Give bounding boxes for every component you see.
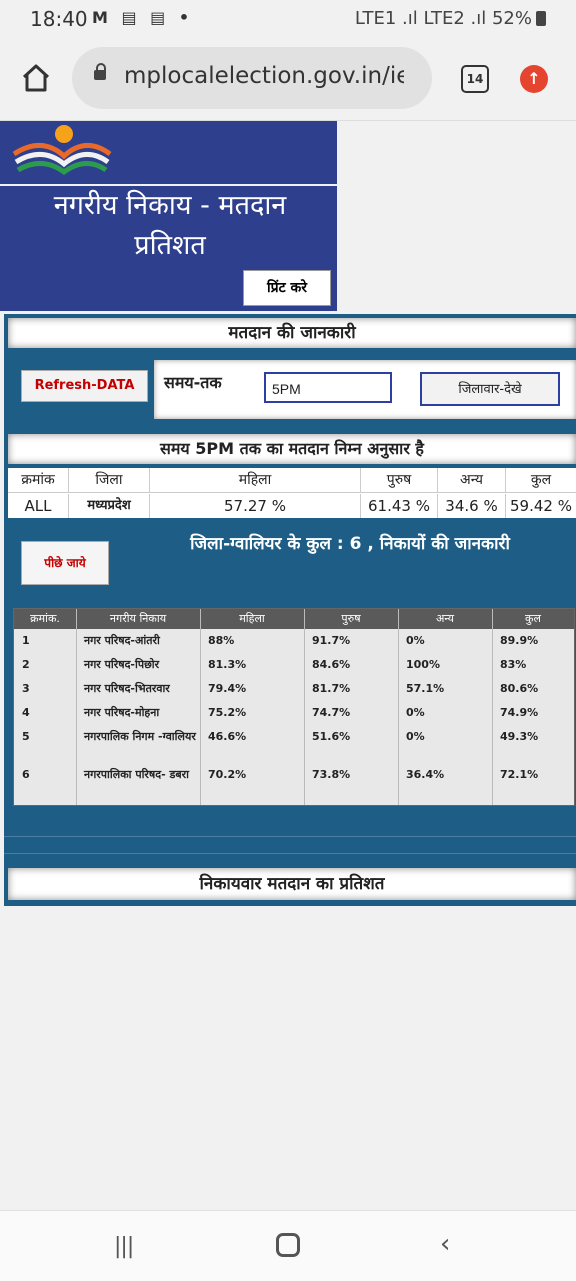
table-cell: 89.9%	[500, 634, 539, 647]
table-cell: 73.8%	[312, 768, 351, 781]
election-logo	[12, 125, 112, 176]
table-cell: नगर परिषद-भितरवार	[84, 682, 170, 695]
url-text[interactable]: mplocalelection.gov.in/ier	[124, 63, 404, 89]
section-title-body: निकायवार मतदान का प्रतिशत	[8, 868, 576, 900]
status-bar	[0, 0, 576, 38]
back-button[interactable]: पीछे जाये	[21, 541, 109, 585]
summary-header-cell: क्रमांक	[8, 468, 69, 492]
header-divider	[0, 184, 337, 186]
table-cell: 57.1%	[406, 682, 445, 695]
summary-header-cell: जिला	[69, 468, 150, 492]
summary-header-cell: कुल	[530, 472, 552, 488]
time-input[interactable]: 5PM	[264, 372, 392, 403]
summary-cell: 34.6 %	[438, 494, 506, 518]
summary-cell: 57.27 %	[150, 494, 361, 518]
table-cell: 72.1%	[500, 768, 539, 781]
table-cell: 81.3%	[208, 658, 247, 671]
table-cell: 6	[22, 768, 30, 781]
panel-divider	[4, 836, 576, 837]
district-title: जिला-ग्वालियर के कुल : 6 , निकायों की जा…	[190, 534, 510, 554]
table-cell: 46.6%	[208, 730, 247, 743]
table-cell: 91.7%	[312, 634, 351, 647]
summary-data-row: ALL मध्यप्रदेश 57.27 % 61.43 % 34.6 % 59…	[8, 494, 576, 518]
table-cell: 0%	[406, 706, 425, 719]
summary-cell: 61.43 %	[361, 494, 438, 518]
table-cell: 70.2%	[208, 768, 247, 781]
table-cell: 80.6%	[500, 682, 539, 695]
tab-count-button[interactable]: 14	[461, 65, 489, 93]
summary-cell: 59.42 %	[510, 497, 572, 515]
notification-icons: M ▤ ▤ •	[92, 8, 194, 27]
panel-divider	[4, 853, 576, 854]
back-icon[interactable]: ‹	[440, 1229, 451, 1259]
page-title: नगरीय निकाय - मतदान प्रतिशत	[10, 186, 330, 266]
summary-header-cell: महिला	[150, 468, 361, 492]
district-header-cell: क्रमांक.	[14, 609, 76, 629]
district-header-cell: पुरुष	[304, 609, 398, 629]
table-cell: 84.6%	[312, 658, 351, 671]
table-cell: नगरपालिक निगम -ग्वालियर	[84, 730, 196, 743]
summary-title: समय 5PM तक का मतदान निम्न अनुसार है	[8, 434, 576, 464]
summary-header-cell: पुरुष	[361, 468, 438, 492]
district-header-cell: कुल	[492, 609, 574, 629]
column-divider	[76, 609, 77, 805]
refresh-data-button[interactable]: Refresh-DATA	[21, 370, 148, 402]
summary-header-cell: अन्य	[438, 468, 506, 492]
url-bar[interactable]	[72, 47, 432, 109]
table-cell: 1	[22, 634, 30, 647]
table-cell: 74.7%	[312, 706, 351, 719]
district-table: क्रमांक. नगरीय निकाय महिला पुरुष अन्य कु…	[13, 608, 575, 806]
table-cell: 0%	[406, 634, 425, 647]
signal-battery-text: LTE1 .ıl LTE2 .ıl 52%	[354, 8, 532, 29]
table-cell: 100%	[406, 658, 440, 671]
table-cell: 5	[22, 730, 30, 743]
table-cell: 81.7%	[312, 682, 351, 695]
battery-icon	[536, 11, 546, 26]
table-cell: 3	[22, 682, 30, 695]
table-cell: 2	[22, 658, 30, 671]
section-title-info: मतदान की जानकारी	[8, 318, 576, 348]
table-cell: 0%	[406, 730, 425, 743]
summary-cell: ALL	[8, 494, 69, 518]
column-divider	[304, 609, 305, 805]
time-label: समय-तक	[164, 373, 222, 392]
column-divider	[398, 609, 399, 805]
district-view-button[interactable]: जिलावार-देखे	[420, 372, 560, 406]
column-divider	[200, 609, 201, 805]
home-circle-icon[interactable]	[276, 1233, 300, 1257]
table-cell: नगरपालिका परिषद- डबरा	[84, 768, 190, 781]
table-cell: 88%	[208, 634, 235, 647]
lock-icon-shackle	[96, 63, 106, 73]
table-cell: 4	[22, 706, 30, 719]
table-cell: 79.4%	[208, 682, 247, 695]
home-icon[interactable]	[20, 62, 52, 94]
table-cell: 36.4%	[406, 768, 445, 781]
lock-icon	[94, 70, 106, 80]
district-header-cell: अन्य	[398, 609, 492, 629]
table-cell: नगर परिषद-पिछोर	[84, 658, 160, 671]
status-time: 18:40	[30, 7, 88, 31]
page-title-line1: नगरीय निकाय - मतदान	[53, 190, 287, 221]
table-cell: नगर परिषद-आंतरी	[84, 634, 160, 647]
update-arrow-icon[interactable]: ↑	[520, 65, 548, 93]
summary-cell: मध्यप्रदेश	[69, 494, 150, 518]
summary-header-row: क्रमांक जिला महिला पुरुष अन्य कुल	[8, 468, 576, 493]
table-cell: 74.9%	[500, 706, 539, 719]
table-cell: 75.2%	[208, 706, 247, 719]
recent-apps-icon[interactable]: |||	[114, 1234, 134, 1259]
table-cell: नगर परिषद-मोहना	[84, 706, 160, 719]
district-header-cell: नगरीय निकाय	[76, 609, 200, 629]
table-cell: 49.3%	[500, 730, 539, 743]
navigation-bar	[0, 1210, 576, 1281]
summary-table: क्रमांक जिला महिला पुरुष अन्य कुल ALL मध…	[8, 468, 576, 518]
table-cell: 51.6%	[312, 730, 351, 743]
page-title-line2: प्रतिशत	[134, 230, 206, 261]
print-button[interactable]: प्रिंट करे	[243, 270, 331, 306]
table-cell: 83%	[500, 658, 527, 671]
column-divider	[492, 609, 493, 805]
district-header-cell: महिला	[200, 609, 304, 629]
